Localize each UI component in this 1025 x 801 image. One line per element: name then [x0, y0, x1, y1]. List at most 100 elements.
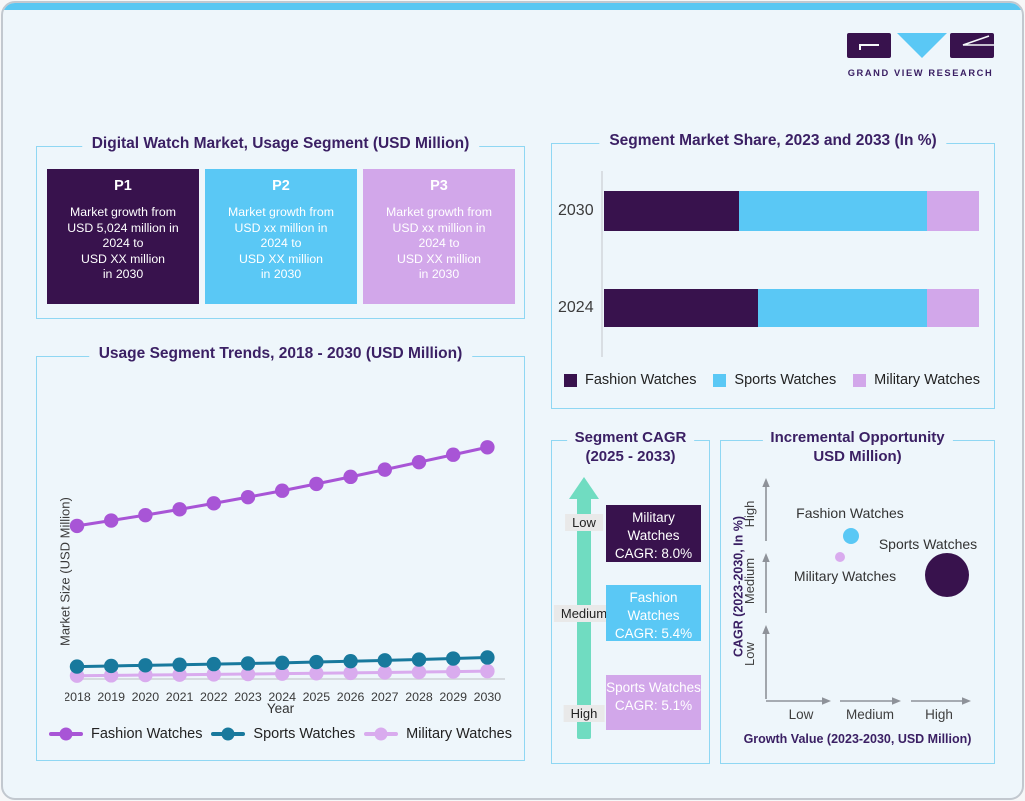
scale-label-medium: Medium: [553, 605, 615, 622]
cagr-box-military-watches: Military Watches CAGR: 8.0%: [606, 505, 701, 562]
legend-swatch-military: [853, 373, 867, 387]
stacked-bar-2030: [604, 191, 979, 231]
cagr-box-value: CAGR: 5.1%: [614, 697, 693, 713]
cagr-arrow-head: [569, 477, 599, 499]
year-tick-label: 2029: [439, 690, 467, 704]
top-accent-bar: [3, 3, 1022, 10]
trend-point: [138, 658, 153, 673]
trend-point: [206, 667, 221, 682]
trend-point: [240, 656, 256, 671]
bubble-sports-watches: [925, 553, 969, 597]
y-axis-arrowhead: [762, 553, 770, 562]
year-tick-label: 2020: [132, 690, 160, 704]
share-bar-segment: [926, 191, 979, 231]
panel-cagr-title: Segment CAGR (2025 - 2033): [566, 429, 695, 467]
legend-marker-military: [364, 727, 399, 741]
p2-text: Market growth from USD xx million in 202…: [205, 205, 357, 283]
opportunity-y-axis-label: CAGR (2023-2030, In %): [731, 515, 746, 657]
cagr-box-name: Fashion Watches: [627, 590, 680, 623]
p2-label: P2: [272, 178, 290, 194]
year-tick-label: 2021: [166, 690, 194, 704]
panel-usage-trends: Usage Segment Trends, 2018 - 2030 (USD M…: [36, 345, 525, 761]
panel-cagr-title-line2: (2025 - 2033): [585, 447, 676, 465]
legend-item-military-watches: Military Watches: [853, 372, 980, 388]
bubble-label: Military Watches: [794, 568, 896, 584]
p3-card: P3 Market growth from USD xx million in …: [363, 169, 515, 304]
x-axis-arrowhead: [962, 697, 971, 705]
bubble-label: Sports Watches: [879, 536, 977, 552]
trend-point: [309, 666, 324, 681]
year-tick-label: 2019: [97, 690, 125, 704]
trend-point: [172, 502, 187, 517]
trend-point: [69, 659, 85, 674]
share-category-2030: 2030: [558, 202, 594, 219]
y-tick-label: Low: [742, 641, 757, 665]
gvr-logo-text: GRAND VIEW RESEARCH: [847, 68, 994, 78]
panel-market-overview: Digital Watch Market, Usage Segment (USD…: [36, 135, 525, 319]
trend-point: [206, 496, 221, 511]
trend-point: [275, 655, 290, 671]
card-text-line: USD XX million: [80, 251, 166, 266]
legend-item-sports-watches: Sports Watches: [211, 726, 355, 742]
x-tick-label: Low: [789, 707, 814, 722]
card-text-line: USD 5,024 million in: [67, 220, 179, 235]
trend-point: [446, 664, 461, 679]
trend-x-axis-label: Year: [266, 701, 295, 716]
panel-cagr-title-line1: Segment CAGR: [574, 429, 687, 446]
trend-point: [69, 518, 85, 534]
bubble-military-watches: [835, 552, 845, 562]
panel-opp-title-line2: USD Million): [813, 447, 902, 465]
cagr-box-value: CAGR: 8.0%: [614, 545, 693, 561]
gvr-logo: GRAND VIEW RESEARCH: [847, 33, 994, 78]
trend-point: [446, 447, 461, 462]
legend-item-sports-watches: Sports Watches: [713, 372, 836, 388]
card-text-line: 2024 to: [102, 236, 144, 250]
bubble-fashion-watches: [843, 528, 859, 544]
cagr-box-value: CAGR: 5.4%: [614, 625, 693, 641]
card-text-line: in 2030: [260, 267, 302, 281]
panel-market-title: Digital Watch Market, Usage Segment (USD…: [81, 135, 480, 153]
year-tick-label: 2023: [234, 690, 262, 704]
p1-label: P1: [114, 178, 132, 194]
legend-item-fashion-watches: Fashion Watches: [564, 372, 696, 388]
panel-trends-title: Usage Segment Trends, 2018 - 2030 (USD M…: [88, 345, 473, 363]
trend-point: [343, 469, 358, 485]
legend-label: Military Watches: [874, 372, 980, 388]
y-tick-label: Medium: [742, 558, 757, 604]
trend-point: [411, 652, 427, 667]
cagr-box-fashion-watches: Fashion Watches CAGR: 5.4%: [606, 585, 701, 641]
card-text-line: Market growth from: [386, 205, 492, 219]
card-text-line: USD XX million: [396, 251, 482, 266]
share-category-2024: 2024: [558, 299, 594, 316]
trend-point: [275, 483, 290, 498]
card-text-line: in 2030: [418, 267, 460, 281]
x-axis-arrowhead: [822, 697, 831, 705]
y-axis-arrowhead: [762, 478, 770, 487]
year-tick-label: 2030: [474, 690, 502, 704]
panel-segment-cagr: Segment CAGR (2025 - 2033) Low Medium Hi…: [551, 429, 710, 764]
panel-opp-title-line1: Incremental Opportunity: [770, 429, 945, 446]
p3-label: P3: [430, 178, 448, 194]
legend-label: Fashion Watches: [585, 372, 697, 388]
card-text-line: 2024 to: [418, 236, 460, 250]
share-legend: Fashion Watches Sports Watches Military …: [564, 372, 980, 388]
trend-point: [411, 454, 427, 470]
p1-text: Market growth from USD 5,024 million in …: [47, 205, 199, 283]
p1-card: P1 Market growth from USD 5,024 million …: [47, 169, 199, 304]
legend-swatch-fashion: [564, 373, 577, 387]
trend-point: [411, 664, 427, 680]
p2-card: P2 Market growth from USD xx million in …: [205, 169, 357, 304]
trend-legend: Fashion Watches Sports Watches Military …: [49, 726, 512, 742]
share-bar-segment: [926, 289, 979, 327]
trend-point: [104, 658, 119, 674]
panel-incremental-opportunity: Incremental Opportunity USD Million) Hig…: [720, 429, 995, 764]
y-axis-arrowhead: [762, 625, 770, 634]
trend-point: [480, 440, 495, 455]
trend-point: [343, 665, 358, 681]
y-tick-label: High: [742, 501, 757, 528]
opportunity-chart-svg: High Medium Low Low Medium High Fashion Watche…: [742, 478, 977, 722]
trend-point: [377, 462, 392, 477]
legend-label: Sports Watches: [734, 372, 837, 388]
